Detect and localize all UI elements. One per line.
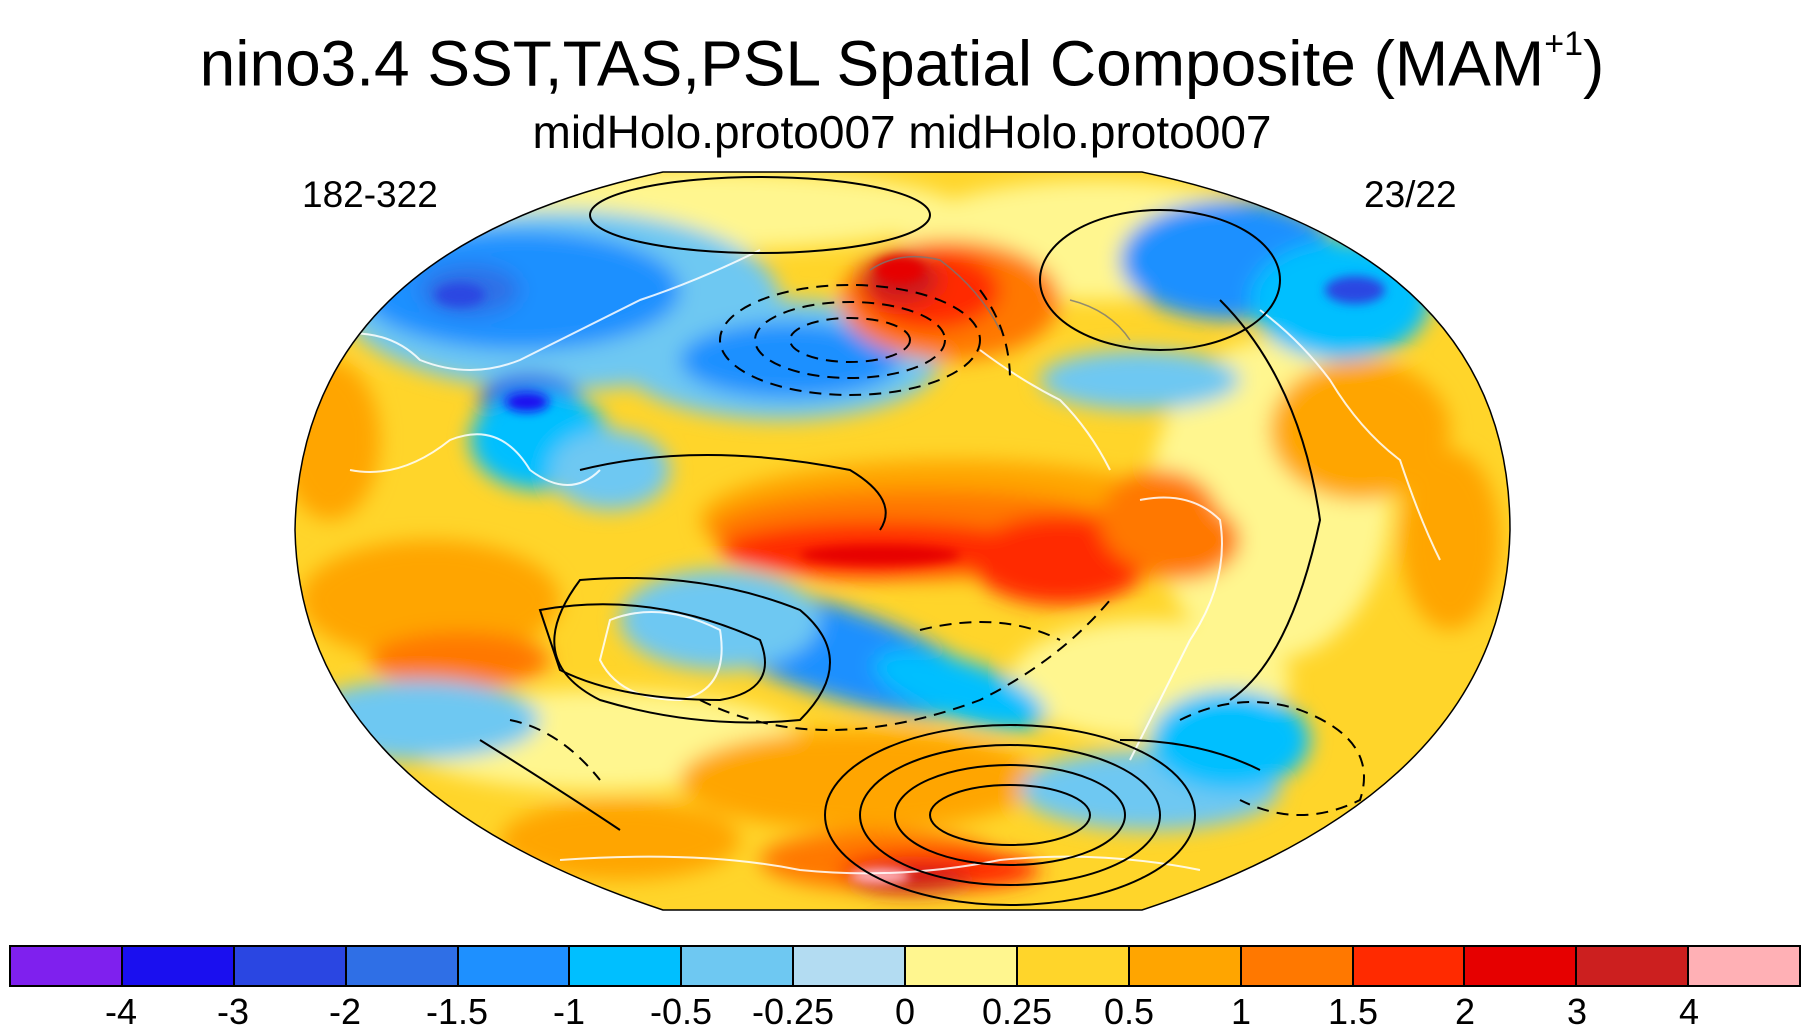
colorbar-box (682, 947, 795, 985)
colorbar-tick-label: 3 (1566, 991, 1588, 1032)
colorbar-box (570, 947, 683, 985)
colorbar-box (1241, 947, 1354, 985)
colorbar-box (11, 947, 123, 985)
colorbar-tick-label: -4 (104, 991, 138, 1032)
colorbar-box (1577, 947, 1690, 985)
colorbar-box (458, 947, 571, 985)
colorbar-tick-label: -0.25 (751, 991, 835, 1032)
colorbar-tick-label: -1 (552, 991, 586, 1032)
left-annotation: 182-322 (302, 174, 438, 215)
colorbar-box (1017, 947, 1130, 985)
colorbar-tick-label: -1.5 (425, 991, 489, 1032)
plot-title-close: ) (1583, 27, 1605, 100)
colorbar-box (234, 947, 347, 985)
colorbar-box (1689, 947, 1799, 985)
colorbar-tick-label: -3 (216, 991, 250, 1032)
map-field (295, 172, 1510, 910)
globe-outline (294, 171, 1511, 911)
colorbar-tick-label: -2 (328, 991, 362, 1032)
colorbar-box (1353, 947, 1466, 985)
colorbar-tick-label: 0.25 (981, 991, 1053, 1032)
colorbar-box (906, 947, 1018, 985)
plot-title: nino3.4 SST,TAS,PSL Spatial Composite (M… (0, 12, 1804, 103)
colorbar-tick-label: -0.5 (649, 991, 713, 1032)
plot-title-superscript: +1 (1544, 25, 1583, 63)
colorbar-box (122, 947, 235, 985)
colorbar-tick-label: 1 (1230, 991, 1252, 1032)
colorbar-tick-label: 0.5 (1103, 991, 1155, 1032)
colorbar-box (794, 947, 906, 985)
colorbar-tick-label: 4 (1678, 991, 1700, 1032)
colorbar-box (346, 947, 459, 985)
right-annotation: 23/22 (1364, 174, 1457, 215)
colorbar-tick-label: 0 (894, 991, 916, 1032)
colorbar-labels: -4 -3 -2 -1.5 -1 -0.5 -0.25 0 0.25 0.5 1 1.5 2 3 4 (0, 992, 1804, 1032)
colorbar (9, 945, 1801, 987)
colorbar-box (1465, 947, 1578, 985)
colorbar-tick-label: 1.5 (1327, 991, 1379, 1032)
plot-title-main: nino3.4 SST,TAS,PSL Spatial Composite (M… (199, 27, 1545, 100)
plot-subtitle: midHolo.proto007 midHolo.proto007 (532, 106, 1272, 158)
colorbar-box (1129, 947, 1242, 985)
colorbar-tick-label: 2 (1454, 991, 1476, 1032)
